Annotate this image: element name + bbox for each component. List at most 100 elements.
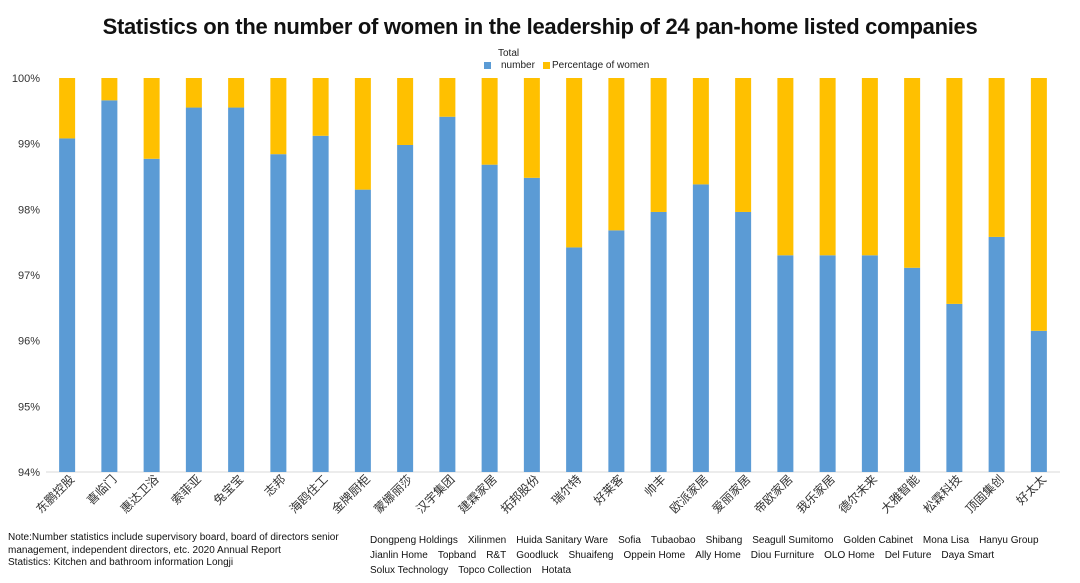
company-name-en: Ally Home (695, 550, 741, 561)
bar-total-number (59, 138, 76, 472)
bar-total-number (1030, 330, 1047, 472)
legend-total-line1: Total (498, 48, 520, 59)
bar-total-number (735, 211, 752, 472)
x-tick-label: 好太太 (1013, 472, 1049, 508)
x-tick-label: 索菲亚 (169, 472, 204, 507)
bar-percentage-women (692, 78, 709, 185)
company-name-en: Diou Furniture (750, 550, 815, 561)
footnote-line-1: Note:Number statistics include superviso… (8, 532, 339, 543)
bar-percentage-women (59, 78, 76, 139)
y-tick-label: 96% (18, 336, 40, 348)
y-tick-label: 100% (12, 73, 40, 85)
x-tick-label: 爱丽家居 (709, 472, 754, 517)
bar-percentage-women (185, 78, 202, 108)
bar-percentage-women (735, 78, 752, 212)
legend-item-total-row2: number (484, 60, 535, 71)
chart-title: Statistics on the number of women in the… (102, 14, 978, 39)
bar-total-number (988, 236, 1005, 472)
x-tick-label: 海鸥住工 (286, 472, 331, 517)
bar-total-number (904, 267, 921, 472)
x-tick-label: 欧派家居 (666, 472, 711, 517)
bar-total-number (397, 144, 414, 473)
x-tick-label: 瑞尔特 (548, 472, 584, 508)
y-tick-label: 97% (18, 270, 40, 282)
bar-percentage-women (228, 78, 245, 108)
footnote: Note:Number statistics include superviso… (8, 532, 358, 570)
bar-total-number (228, 107, 245, 473)
company-name-en: Huida Sanitary Ware (516, 535, 609, 546)
legend-women-label: Percentage of women (552, 60, 650, 71)
y-tick-label: 94% (18, 467, 40, 479)
bar-total-number (861, 255, 878, 472)
names-row-3: Solux Technology Topco Collection Hotata (370, 563, 1070, 578)
x-tick-label: 松霖科技 (921, 472, 965, 516)
bar-total-number (439, 116, 456, 472)
bar-percentage-women (523, 78, 540, 178)
x-tick-label: 志邦 (262, 472, 289, 499)
company-name-en: Shuaifeng (568, 550, 614, 561)
bar-total-number (692, 184, 709, 472)
company-name-en: Mona Lisa (922, 535, 970, 546)
bar-percentage-women (270, 78, 287, 155)
bar-percentage-women (946, 78, 963, 304)
y-tick-label: 95% (18, 401, 40, 413)
x-tick-label: 兔宝宝 (210, 472, 246, 508)
legend-item-total: Total (484, 48, 519, 59)
bar-percentage-women (143, 78, 160, 159)
x-tick-label: 帝欧家居 (751, 472, 796, 517)
y-tick-label: 99% (18, 139, 40, 151)
bar-total-number (101, 100, 118, 473)
bar-total-number (777, 255, 794, 472)
bar-percentage-women (566, 78, 583, 248)
x-tick-label: 顶固集创 (962, 472, 1007, 517)
company-name-en: Sofia (618, 535, 641, 546)
english-company-names: Dongpeng Holdings Xilinmen Huida Sanitary … (370, 533, 1070, 578)
x-tick-label: 大雅智能 (878, 472, 923, 517)
x-tick-label: 喜临门 (83, 472, 119, 508)
bar-total-number (650, 211, 667, 472)
bar-total-number (566, 247, 583, 472)
names-row-1: Dongpeng Holdings Xilinmen Huida Sanitary … (370, 533, 1070, 548)
footnote-line-2: management, independent directors, etc. … (8, 544, 281, 556)
company-name-en: Hotata (541, 565, 572, 576)
bar-percentage-women (777, 78, 794, 256)
company-name-en: Oppein Home (623, 550, 686, 561)
bar-total-number (143, 158, 160, 472)
bar-percentage-women (1030, 78, 1047, 331)
x-tick-label: 建霖家居 (455, 472, 500, 517)
bar-percentage-women (861, 78, 878, 256)
legend-total-line2: number (501, 60, 535, 71)
bar-total-number (946, 303, 963, 472)
company-name-en: Topco Collection (458, 565, 532, 576)
legend-swatch-women (543, 61, 550, 69)
bar-percentage-women (819, 78, 836, 256)
x-tick-label: 德尔未来 (835, 472, 880, 517)
footnote-line-3: Statistics: Kitchen and bathroom informa… (8, 557, 234, 568)
bar-layer (59, 78, 1047, 473)
bar-percentage-women (904, 78, 921, 268)
x-tick-label: 好莱客 (590, 472, 626, 508)
company-name-en: Topband (437, 550, 477, 561)
axis-layer: 94% 95% 96% 97% 98% 99% 100% (12, 73, 1060, 479)
company-name-en: R&T (486, 550, 507, 561)
y-tick-label: 98% (18, 204, 40, 216)
x-tick-label: 金牌厨柜 (328, 472, 373, 517)
bar-percentage-women (354, 78, 371, 190)
x-tick-label: 蒙娜丽莎 (371, 472, 415, 516)
company-name-en: Xilinmen (467, 535, 507, 546)
company-name-en: Solux Technology (370, 565, 449, 576)
company-name-en: Seagull Sumitomo (752, 535, 834, 546)
x-tick-label: 惠达卫浴 (118, 472, 162, 516)
company-name-en: Goodluck (516, 550, 559, 561)
bar-percentage-women (650, 78, 667, 212)
company-name-en: Jianlin Home (370, 550, 428, 561)
company-name-en: Shibang (705, 535, 743, 546)
company-name-en: Hanyu Group (979, 535, 1039, 546)
legend-swatch-total (484, 61, 491, 69)
bar-total-number (354, 189, 371, 472)
company-name-en: OLO Home (824, 550, 875, 561)
company-name-en: Daya Smart (941, 550, 995, 561)
bar-total-number (270, 154, 287, 472)
